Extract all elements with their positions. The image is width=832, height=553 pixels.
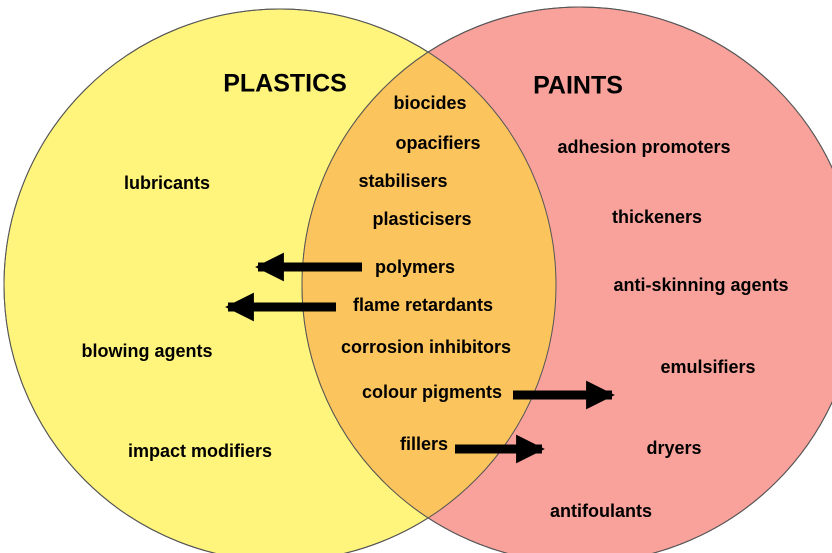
item: antifoulants — [550, 501, 652, 521]
item: flame retardants — [353, 295, 493, 315]
item: polymers — [375, 257, 455, 277]
item: impact modifiers — [128, 441, 272, 461]
item: opacifiers — [395, 133, 480, 153]
item: blowing agents — [81, 341, 212, 361]
plastics-title: PLASTICS — [223, 70, 347, 98]
item: adhesion promoters — [557, 137, 730, 157]
plastics-outline — [3, 8, 557, 553]
paints-title: PAINTS — [533, 72, 623, 100]
item: anti-skinning agents — [613, 275, 788, 295]
overlap-region — [302, 9, 556, 553]
item: fillers — [400, 434, 448, 454]
item: biocides — [393, 93, 466, 113]
paints-outline — [301, 6, 832, 553]
item: dryers — [646, 438, 701, 458]
item: thickeners — [612, 207, 702, 227]
item: colour pigments — [362, 382, 502, 402]
arrows — [225, 252, 615, 464]
item: stabilisers — [358, 171, 447, 191]
item: corrosion inhibitors — [341, 337, 511, 357]
item: plasticisers — [372, 209, 471, 229]
item: emulsifiers — [660, 357, 755, 377]
item: lubricants — [124, 173, 210, 193]
